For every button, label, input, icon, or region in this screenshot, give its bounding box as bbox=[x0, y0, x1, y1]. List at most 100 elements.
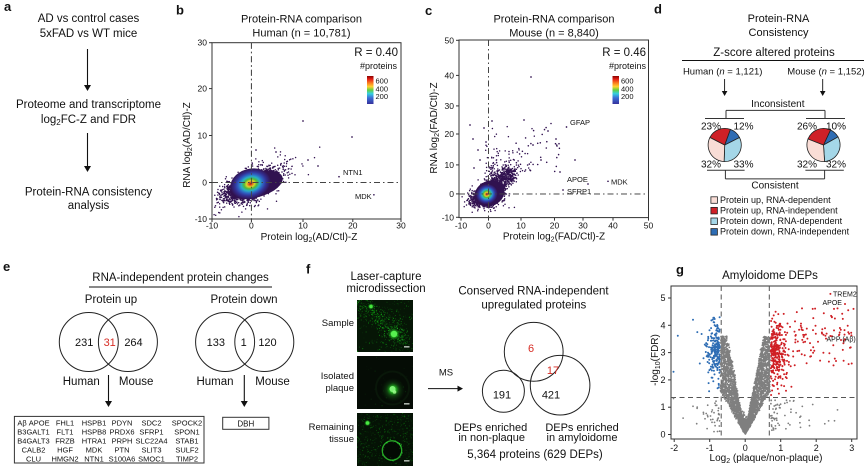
svg-text:Consistent: Consistent bbox=[751, 181, 798, 192]
svg-text:3: 3 bbox=[660, 348, 665, 358]
svg-text:30: 30 bbox=[198, 38, 208, 48]
svg-text:264: 264 bbox=[124, 337, 142, 349]
svg-text:Inconsistent: Inconsistent bbox=[751, 99, 805, 110]
svg-text:10%: 10% bbox=[826, 122, 846, 133]
svg-text:R = 0.46: R = 0.46 bbox=[602, 47, 646, 59]
svg-text:Mouse: Mouse bbox=[119, 376, 154, 388]
svg-text:30: 30 bbox=[578, 221, 588, 231]
svg-text:CLU: CLU bbox=[26, 454, 41, 463]
svg-text:-10: -10 bbox=[206, 220, 219, 230]
svg-text:AD vs control cases: AD vs control cases bbox=[38, 13, 140, 25]
svg-text:30: 30 bbox=[396, 220, 406, 230]
svg-text:Sample: Sample bbox=[322, 318, 354, 329]
svg-text:Human (n = 1,121): Human (n = 1,121) bbox=[683, 67, 763, 78]
svg-text:-10: -10 bbox=[195, 214, 208, 224]
svg-text:5,364 proteins (629 DEPs): 5,364 proteins (629 DEPs) bbox=[467, 449, 603, 461]
svg-text:Aβ APOE: Aβ APOE bbox=[17, 418, 49, 427]
svg-text:40: 40 bbox=[608, 221, 618, 231]
svg-text:SLC22A4: SLC22A4 bbox=[135, 436, 167, 445]
svg-text:-1: -1 bbox=[706, 443, 714, 453]
svg-text:RNA log2(FAD/Ctl)-Z: RNA log2(FAD/Ctl)-Z bbox=[429, 82, 441, 173]
svg-text:HTRA1: HTRA1 bbox=[82, 436, 107, 445]
svg-text:SLIT3: SLIT3 bbox=[141, 445, 161, 454]
svg-text:-2: -2 bbox=[670, 443, 678, 453]
svg-text:Mouse (n = 1,152): Mouse (n = 1,152) bbox=[787, 67, 864, 78]
svg-text:50: 50 bbox=[445, 35, 455, 45]
svg-text:MDK: MDK bbox=[86, 445, 103, 454]
svg-text:S100A6: S100A6 bbox=[109, 454, 136, 463]
svg-text:APOE: APOE bbox=[567, 175, 588, 184]
svg-text:3: 3 bbox=[849, 443, 854, 453]
svg-text:20: 20 bbox=[348, 220, 358, 230]
svg-text:CALB2: CALB2 bbox=[22, 445, 46, 454]
svg-text:MDK: MDK bbox=[611, 178, 628, 187]
svg-text:23%: 23% bbox=[701, 122, 721, 133]
svg-text:Protein log2(FAD/Ctl)-Z: Protein log2(FAD/Ctl)-Z bbox=[503, 232, 605, 244]
svg-text:c: c bbox=[425, 3, 432, 18]
svg-text:in non-plaque: in non-plaque bbox=[458, 432, 525, 444]
svg-text:10: 10 bbox=[298, 220, 308, 230]
svg-text:10: 10 bbox=[516, 221, 526, 231]
svg-text:TREM2: TREM2 bbox=[833, 292, 857, 299]
svg-text:Protein up, RNA-independent: Protein up, RNA-independent bbox=[720, 205, 838, 215]
svg-text:SPON1: SPON1 bbox=[174, 427, 199, 436]
svg-text:20: 20 bbox=[445, 129, 455, 139]
svg-text:APOE: APOE bbox=[823, 300, 843, 307]
svg-text:2: 2 bbox=[814, 443, 819, 453]
svg-text:PRDX6: PRDX6 bbox=[109, 427, 134, 436]
svg-text:microdissection: microdissection bbox=[346, 283, 425, 295]
svg-text:400: 400 bbox=[376, 85, 389, 94]
svg-text:Protein-RNA consistency: Protein-RNA consistency bbox=[25, 187, 152, 199]
svg-text:STAB1: STAB1 bbox=[175, 436, 198, 445]
svg-text:a: a bbox=[4, 0, 12, 14]
svg-text:Protein log2(AD/Ctl)-Z: Protein log2(AD/Ctl)-Z bbox=[261, 232, 358, 244]
svg-text:Mouse (n = 8,840): Mouse (n = 8,840) bbox=[509, 28, 599, 40]
svg-text:Protein up, RNA-dependent: Protein up, RNA-dependent bbox=[720, 195, 831, 205]
svg-text:32%: 32% bbox=[797, 160, 817, 171]
svg-text:6: 6 bbox=[528, 343, 534, 355]
svg-text:e: e bbox=[3, 259, 10, 274]
svg-text:upregulated proteins: upregulated proteins bbox=[481, 300, 586, 312]
svg-text:Protein-RNA comparison: Protein-RNA comparison bbox=[241, 14, 362, 26]
svg-text:plaque: plaque bbox=[325, 383, 354, 394]
svg-text:RNA-independent protein change: RNA-independent protein changes bbox=[92, 272, 269, 284]
svg-text:Protein down, RNA-independent: Protein down, RNA-independent bbox=[720, 227, 850, 237]
svg-text:1: 1 bbox=[778, 443, 783, 453]
svg-text:31: 31 bbox=[104, 337, 116, 349]
svg-text:32%: 32% bbox=[826, 160, 846, 171]
svg-text:120: 120 bbox=[258, 337, 276, 349]
svg-text:50: 50 bbox=[644, 221, 654, 231]
svg-text:SULF2: SULF2 bbox=[175, 445, 198, 454]
svg-text:0: 0 bbox=[449, 189, 454, 199]
svg-text:Protein down: Protein down bbox=[210, 294, 277, 306]
svg-text:32%: 32% bbox=[701, 160, 721, 171]
svg-text:APP (Aβ): APP (Aβ) bbox=[827, 337, 856, 344]
svg-text:Protein-RNA comparison: Protein-RNA comparison bbox=[493, 14, 614, 26]
svg-text:133: 133 bbox=[207, 337, 225, 349]
svg-text:Protein down, RNA-dependent: Protein down, RNA-dependent bbox=[720, 216, 843, 226]
svg-text:analysis: analysis bbox=[68, 200, 110, 212]
svg-text:Protein-RNA: Protein-RNA bbox=[748, 13, 810, 25]
svg-text:PRPH: PRPH bbox=[112, 436, 133, 445]
svg-text:SMOC1: SMOC1 bbox=[138, 454, 165, 463]
svg-text:191: 191 bbox=[493, 390, 511, 402]
svg-text:26%: 26% bbox=[797, 122, 817, 133]
svg-text:-10: -10 bbox=[442, 212, 455, 222]
svg-text:NTN1: NTN1 bbox=[343, 168, 363, 177]
svg-text:600: 600 bbox=[376, 77, 389, 86]
svg-text:SFRP1: SFRP1 bbox=[567, 187, 591, 196]
svg-text:R = 0.40: R = 0.40 bbox=[354, 47, 398, 59]
svg-text:12%: 12% bbox=[733, 122, 753, 133]
svg-text:40: 40 bbox=[445, 70, 455, 80]
svg-text:Mouse: Mouse bbox=[255, 376, 290, 388]
svg-text:GFAP: GFAP bbox=[570, 118, 590, 127]
svg-text:FLT1: FLT1 bbox=[57, 427, 74, 436]
svg-text:20: 20 bbox=[550, 221, 560, 231]
svg-text:Proteome and transcriptome: Proteome and transcriptome bbox=[16, 99, 161, 111]
svg-text:#proteins: #proteins bbox=[609, 61, 647, 71]
svg-text:PTN: PTN bbox=[115, 445, 130, 454]
svg-text:HGF: HGF bbox=[57, 445, 73, 454]
svg-text:DEPs enriched: DEPs enriched bbox=[545, 422, 618, 434]
svg-text:FHL1: FHL1 bbox=[56, 418, 74, 427]
svg-text:20: 20 bbox=[198, 84, 208, 94]
